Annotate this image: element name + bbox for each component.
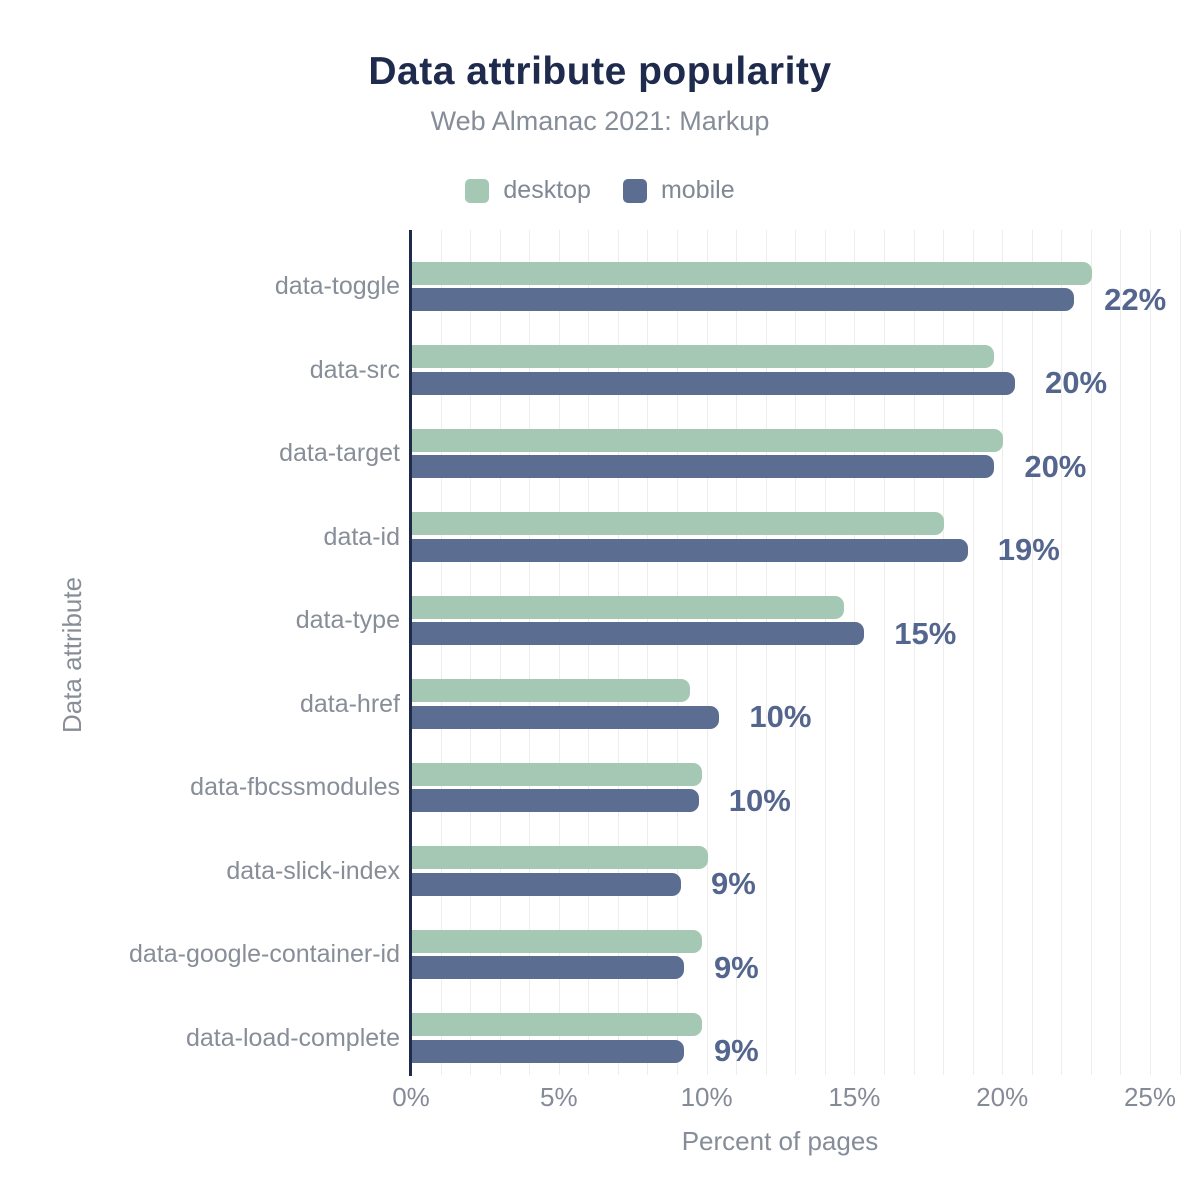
- x-tick-label: 20%: [976, 1082, 1029, 1112]
- category-label: data-slick-index: [226, 856, 400, 885]
- legend: desktop mobile: [0, 176, 1200, 205]
- gridline: [765, 230, 767, 1075]
- chart-subtitle: Web Almanac 2021: Markup: [430, 106, 770, 136]
- gridline: [1090, 230, 1092, 1075]
- bar-desktop: [412, 345, 995, 368]
- value-label: 9%: [710, 866, 756, 901]
- value-label: 22%: [1104, 281, 1167, 317]
- gridline: [1031, 230, 1033, 1075]
- category-label: data-fbcssmodules: [190, 773, 400, 802]
- category-label: data-href: [299, 689, 400, 718]
- bar-desktop: [412, 595, 844, 619]
- legend-item-mobile: mobile: [622, 176, 735, 205]
- x-axis-title: Percent of pages: [681, 1126, 879, 1156]
- value-label: 20%: [1024, 448, 1087, 484]
- gridline: [913, 230, 915, 1075]
- bar-mobile: [412, 789, 699, 812]
- gridline: [854, 230, 856, 1075]
- value-label: 10%: [728, 782, 791, 818]
- gridline: [824, 230, 826, 1075]
- gridline: [1179, 230, 1181, 1075]
- bar-mobile: [412, 538, 968, 562]
- gridline: [1120, 230, 1122, 1075]
- category-label: data-id: [323, 522, 400, 551]
- legend-label-desktop: desktop: [503, 176, 591, 204]
- gridline: [617, 230, 619, 1075]
- category-label: data-toggle: [274, 272, 400, 301]
- category-label: data-load-complete: [185, 1023, 400, 1052]
- legend-label-mobile: mobile: [660, 176, 735, 204]
- x-tick-label: 5%: [540, 1082, 578, 1112]
- gridline: [529, 230, 531, 1075]
- bar-desktop: [412, 512, 945, 535]
- y-axis-line: [409, 230, 412, 1076]
- gridline: [470, 230, 472, 1075]
- gridline: [647, 230, 649, 1075]
- gridline: [706, 230, 708, 1075]
- gridline: [943, 230, 945, 1075]
- bar-mobile: [412, 956, 684, 979]
- gridline: [558, 230, 560, 1075]
- bar-mobile: [412, 288, 1075, 311]
- x-tick-label: 10%: [680, 1082, 733, 1112]
- gridline: [440, 230, 442, 1075]
- value-label: 20%: [1045, 365, 1108, 400]
- bar-desktop: [412, 679, 690, 702]
- bar-desktop: [412, 428, 1004, 452]
- bar-desktop: [412, 261, 1092, 285]
- gridline: [677, 230, 679, 1075]
- gridline: [883, 230, 885, 1075]
- gridline: [972, 230, 974, 1075]
- bar-mobile: [412, 455, 995, 478]
- value-label: 15%: [894, 615, 957, 651]
- x-tick-label: 0%: [392, 1082, 430, 1112]
- category-label: data-type: [295, 606, 400, 635]
- value-label: 19%: [997, 532, 1060, 567]
- value-label: 10%: [749, 699, 812, 734]
- gridline: [795, 230, 797, 1075]
- bar-desktop: [412, 762, 702, 786]
- value-label: 9%: [713, 949, 759, 985]
- x-tick-label: 15%: [828, 1082, 881, 1112]
- chart-title: Data attribute popularity: [368, 50, 832, 93]
- gridline: [1061, 230, 1063, 1075]
- x-tick-label: 25%: [1123, 1082, 1177, 1112]
- gridline: [736, 230, 738, 1075]
- gridline: [588, 230, 590, 1075]
- bar-desktop: [412, 929, 702, 953]
- bar-mobile: [412, 872, 681, 896]
- gridline: [1150, 230, 1151, 1075]
- y-axis-title: Data attribute: [57, 576, 87, 734]
- gridline: [1002, 230, 1004, 1075]
- bar-desktop: [412, 1013, 702, 1036]
- category-label: data-src: [309, 355, 400, 384]
- gridline: [499, 230, 501, 1075]
- legend-swatch-mobile: [622, 178, 647, 203]
- bar-mobile: [412, 371, 1016, 395]
- bar-mobile: [412, 1039, 684, 1063]
- legend-swatch-desktop: [465, 178, 490, 203]
- value-label: 9%: [713, 1033, 759, 1068]
- category-label: data-target: [279, 439, 400, 468]
- legend-item-desktop: desktop: [465, 176, 591, 205]
- bar-mobile: [412, 622, 865, 645]
- bar-mobile: [412, 705, 720, 729]
- bar-desktop: [412, 846, 708, 869]
- category-label: data-google-container-id: [128, 940, 400, 969]
